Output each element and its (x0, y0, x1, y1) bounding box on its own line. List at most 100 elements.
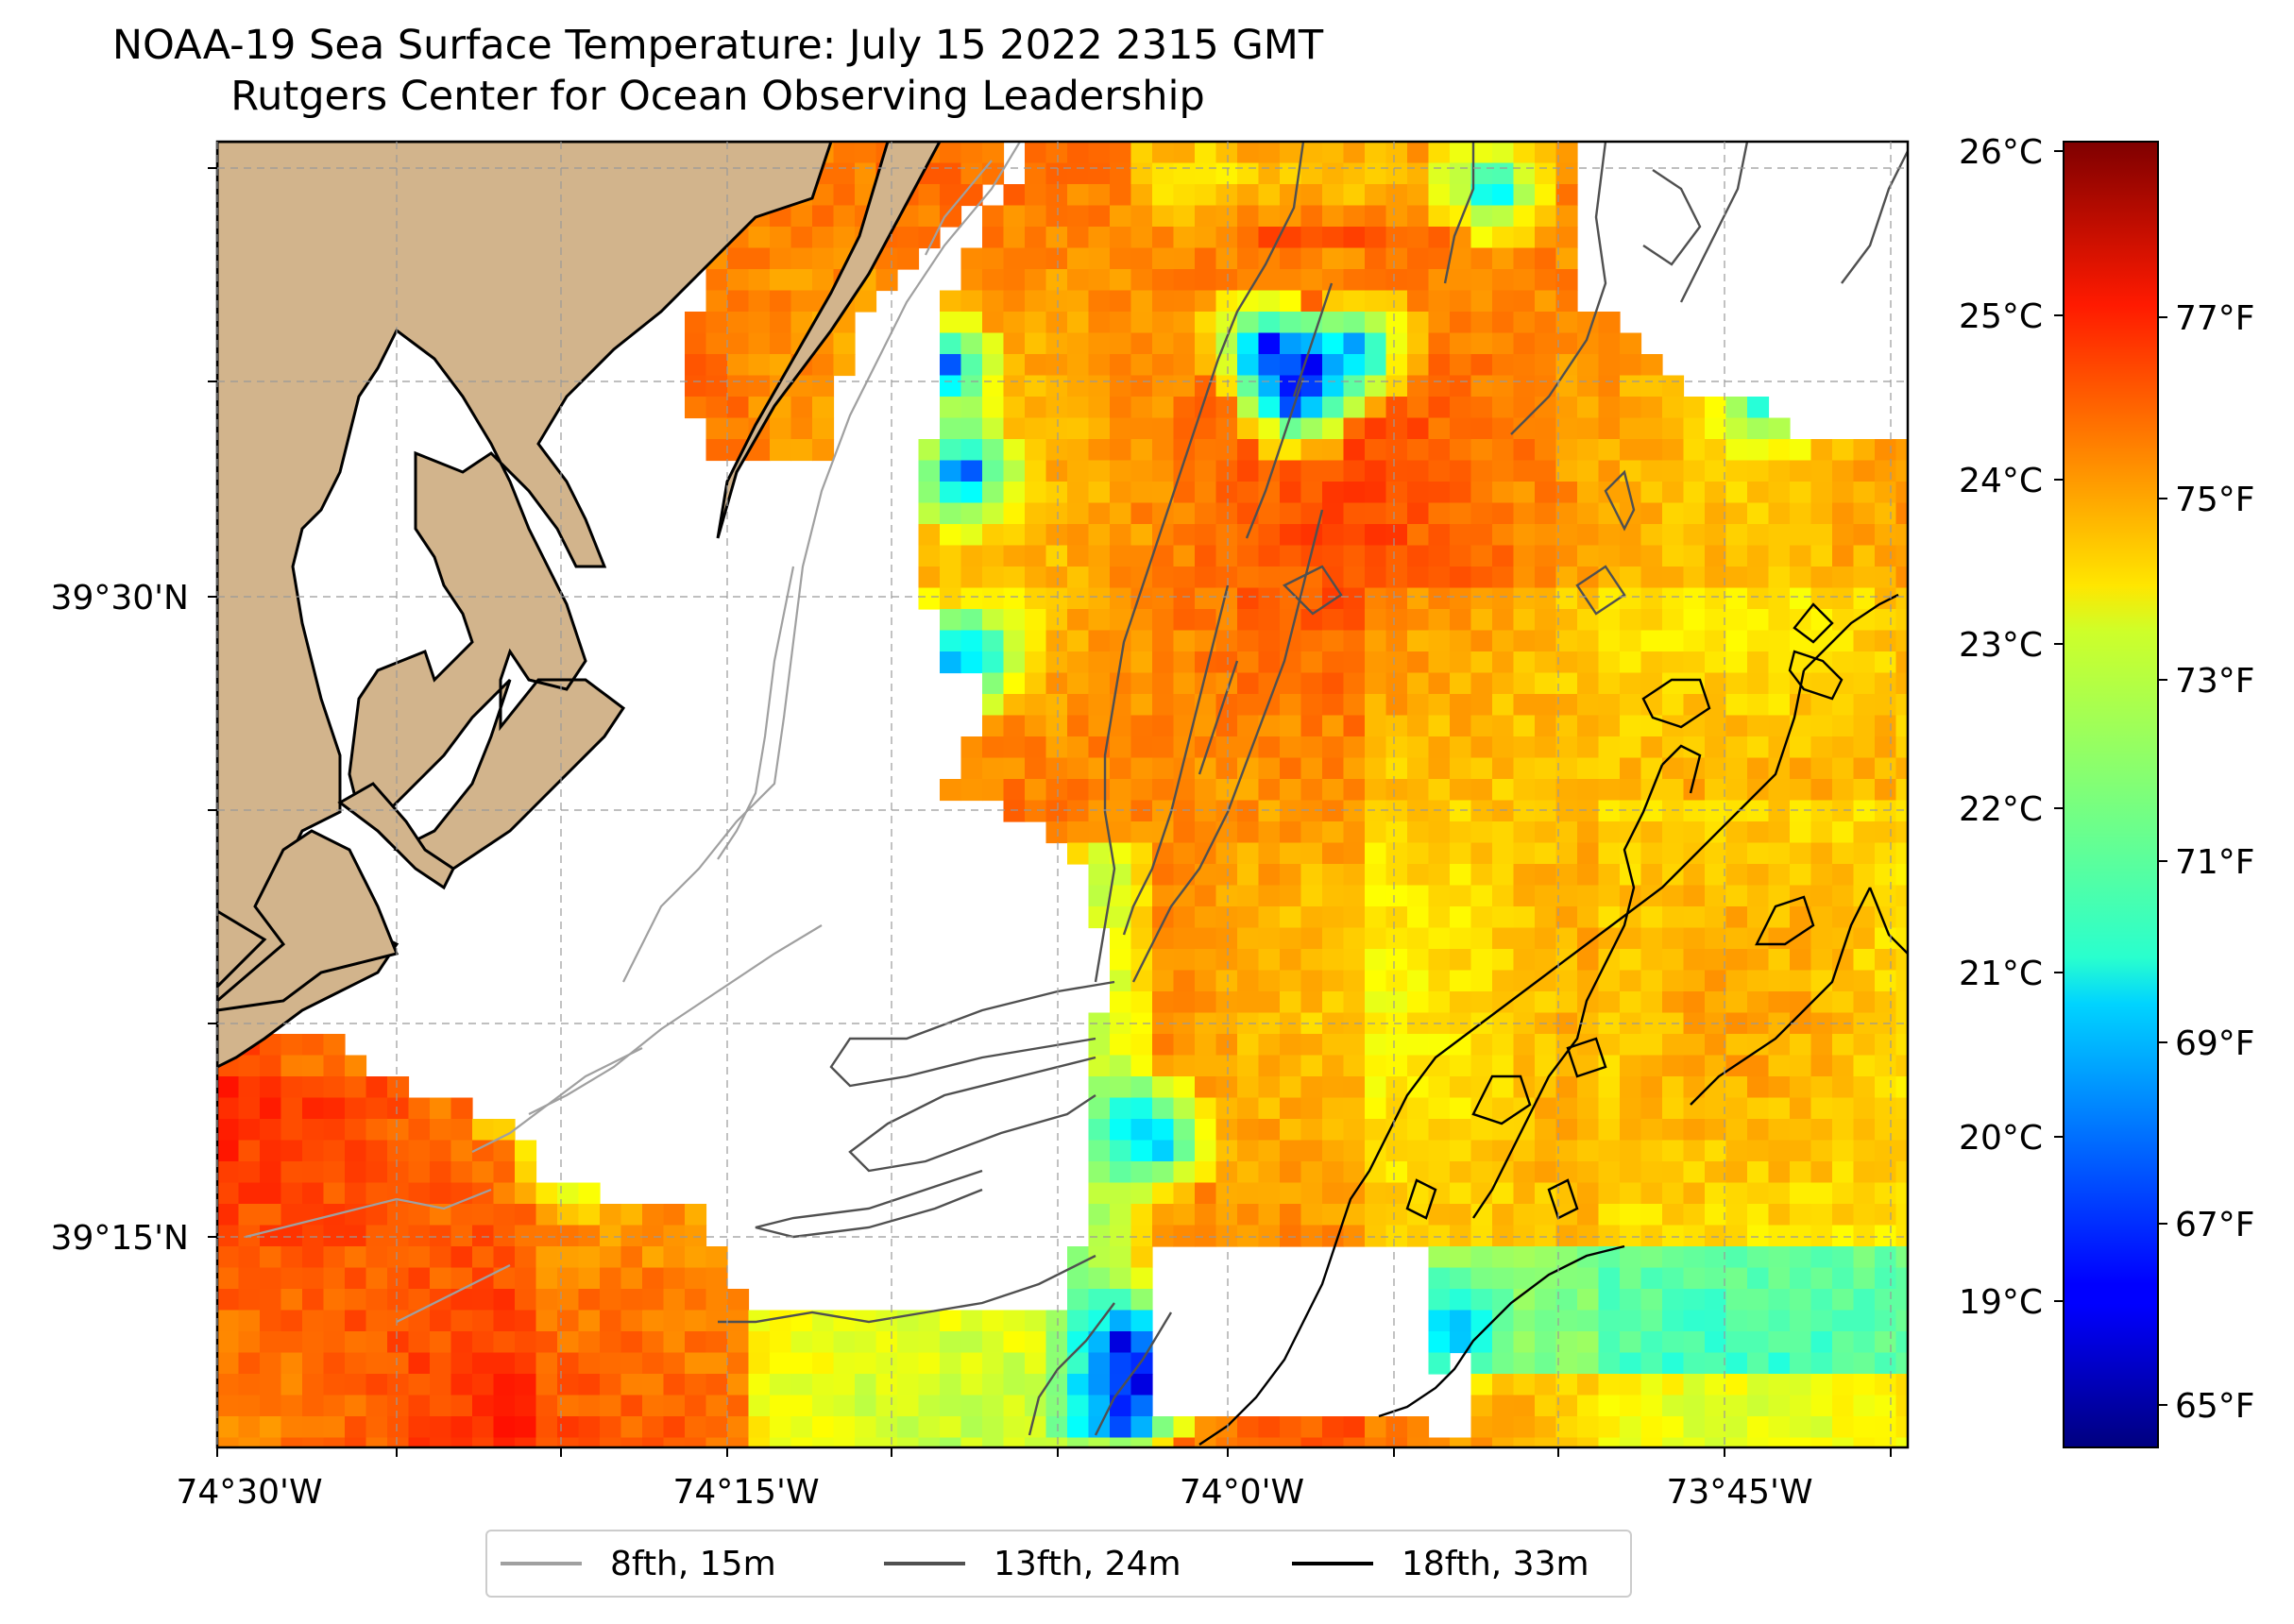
sst-pixel (1173, 1437, 1196, 1447)
legend-label-8fth: 8fth, 15m (610, 1544, 776, 1583)
sst-pixel (1088, 1076, 1111, 1099)
sst-pixel (1640, 672, 1663, 695)
sst-pixel (1322, 1140, 1345, 1162)
sst-pixel (1407, 460, 1430, 482)
sst-pixel (1343, 502, 1366, 525)
sst-pixel (1725, 1395, 1748, 1417)
sst-pixel (408, 1119, 431, 1142)
sst-pixel (1492, 694, 1515, 717)
sst-pixel (1895, 651, 1908, 674)
sst-pixel (387, 1267, 410, 1290)
sst-pixel (1215, 651, 1238, 674)
sst-pixel (1598, 354, 1621, 377)
sst-pixel (1045, 630, 1068, 652)
sst-pixel (1683, 927, 1706, 950)
sst-pixel (1640, 927, 1663, 950)
sst-pixel (1280, 715, 1302, 737)
sst-pixel (982, 715, 1005, 737)
sst-pixel (663, 1395, 686, 1417)
sst-pixel (557, 1352, 580, 1375)
sst-pixel (1237, 630, 1260, 652)
sst-pixel (1492, 630, 1515, 652)
sst-pixel (1577, 694, 1600, 717)
sst-pixel (302, 1374, 325, 1396)
sst-pixel (1003, 1310, 1026, 1332)
sst-pixel (1853, 1437, 1876, 1447)
sst-pixel (960, 1374, 983, 1396)
sst-pixel (1598, 524, 1621, 547)
sst-pixel (1492, 1246, 1515, 1269)
sst-pixel (1683, 524, 1706, 547)
sst-pixel (1045, 290, 1068, 313)
sst-pixel (1725, 587, 1748, 610)
sst-pixel (1470, 842, 1493, 865)
sst-pixel (1450, 864, 1472, 887)
sst-pixel (1088, 1246, 1111, 1269)
sst-pixel (705, 1374, 728, 1396)
sst-pixel (1683, 1331, 1706, 1354)
sst-pixel (1535, 1034, 1557, 1057)
sst-pixel (1088, 460, 1111, 482)
sst-pixel (1555, 1225, 1578, 1247)
sst-pixel (1152, 375, 1175, 398)
sst-pixel (1598, 1289, 1621, 1311)
sst-pixel (1173, 1182, 1196, 1205)
sst-pixel (1215, 991, 1238, 1014)
sst-pixel (1683, 842, 1706, 865)
sst-pixel (1215, 587, 1238, 610)
sst-pixel (1492, 800, 1515, 822)
sst-pixel (1470, 417, 1493, 440)
sst-pixel (1683, 651, 1706, 674)
sst-pixel (1130, 1267, 1153, 1290)
sst-pixel (1790, 906, 1812, 929)
sst-pixel (1895, 1076, 1908, 1099)
sst-pixel (1470, 312, 1493, 334)
sst-pixel (1045, 779, 1068, 802)
sst-pixel (1725, 694, 1748, 717)
sst-pixel (1790, 460, 1812, 482)
sst-pixel (600, 1331, 622, 1354)
sst-pixel (1365, 332, 1387, 355)
sst-pixel (1598, 567, 1621, 589)
sst-pixel (1258, 609, 1281, 632)
sst-pixel (1747, 757, 1770, 780)
sst-pixel (1300, 864, 1323, 887)
sst-pixel (1385, 1034, 1408, 1057)
sst-pixel (1832, 1182, 1855, 1205)
sst-pixel (960, 1416, 983, 1439)
sst-pixel (1513, 1182, 1536, 1205)
sst-pixel (875, 1352, 898, 1375)
sst-pixel (1130, 1034, 1153, 1057)
sst-pixel (918, 205, 941, 228)
sst-pixel (1237, 991, 1260, 1014)
sst-pixel (1853, 715, 1876, 737)
sst-pixel (1768, 927, 1791, 950)
sst-pixel (1513, 949, 1536, 972)
sst-pixel (1768, 439, 1791, 462)
sst-pixel (1130, 927, 1153, 950)
sst-pixel (1110, 375, 1132, 398)
sst-pixel (600, 1374, 622, 1396)
sst-pixel (217, 1161, 240, 1184)
sst-pixel (705, 1331, 728, 1354)
sst-pixel (1195, 970, 1217, 992)
sst-pixel (472, 1416, 495, 1439)
sst-pixel (345, 1097, 367, 1120)
sst-pixel (1513, 205, 1536, 228)
sst-pixel (1407, 567, 1430, 589)
sst-pixel (1407, 715, 1430, 737)
sst-pixel (493, 1395, 516, 1417)
sst-pixel (1088, 821, 1111, 844)
sst-pixel (1343, 332, 1366, 355)
sst-pixel (1640, 524, 1663, 547)
sst-pixel (1577, 757, 1600, 780)
sst-pixel (1768, 482, 1791, 504)
sst-pixel (1492, 842, 1515, 865)
sst-pixel (1173, 757, 1196, 780)
sst-pixel (1875, 1331, 1897, 1354)
sst-pixel (1853, 1012, 1876, 1035)
sst-pixel (1662, 779, 1685, 802)
sst-pixel (1725, 927, 1748, 950)
sst-pixel (557, 1289, 580, 1311)
sst-pixel (1662, 630, 1685, 652)
